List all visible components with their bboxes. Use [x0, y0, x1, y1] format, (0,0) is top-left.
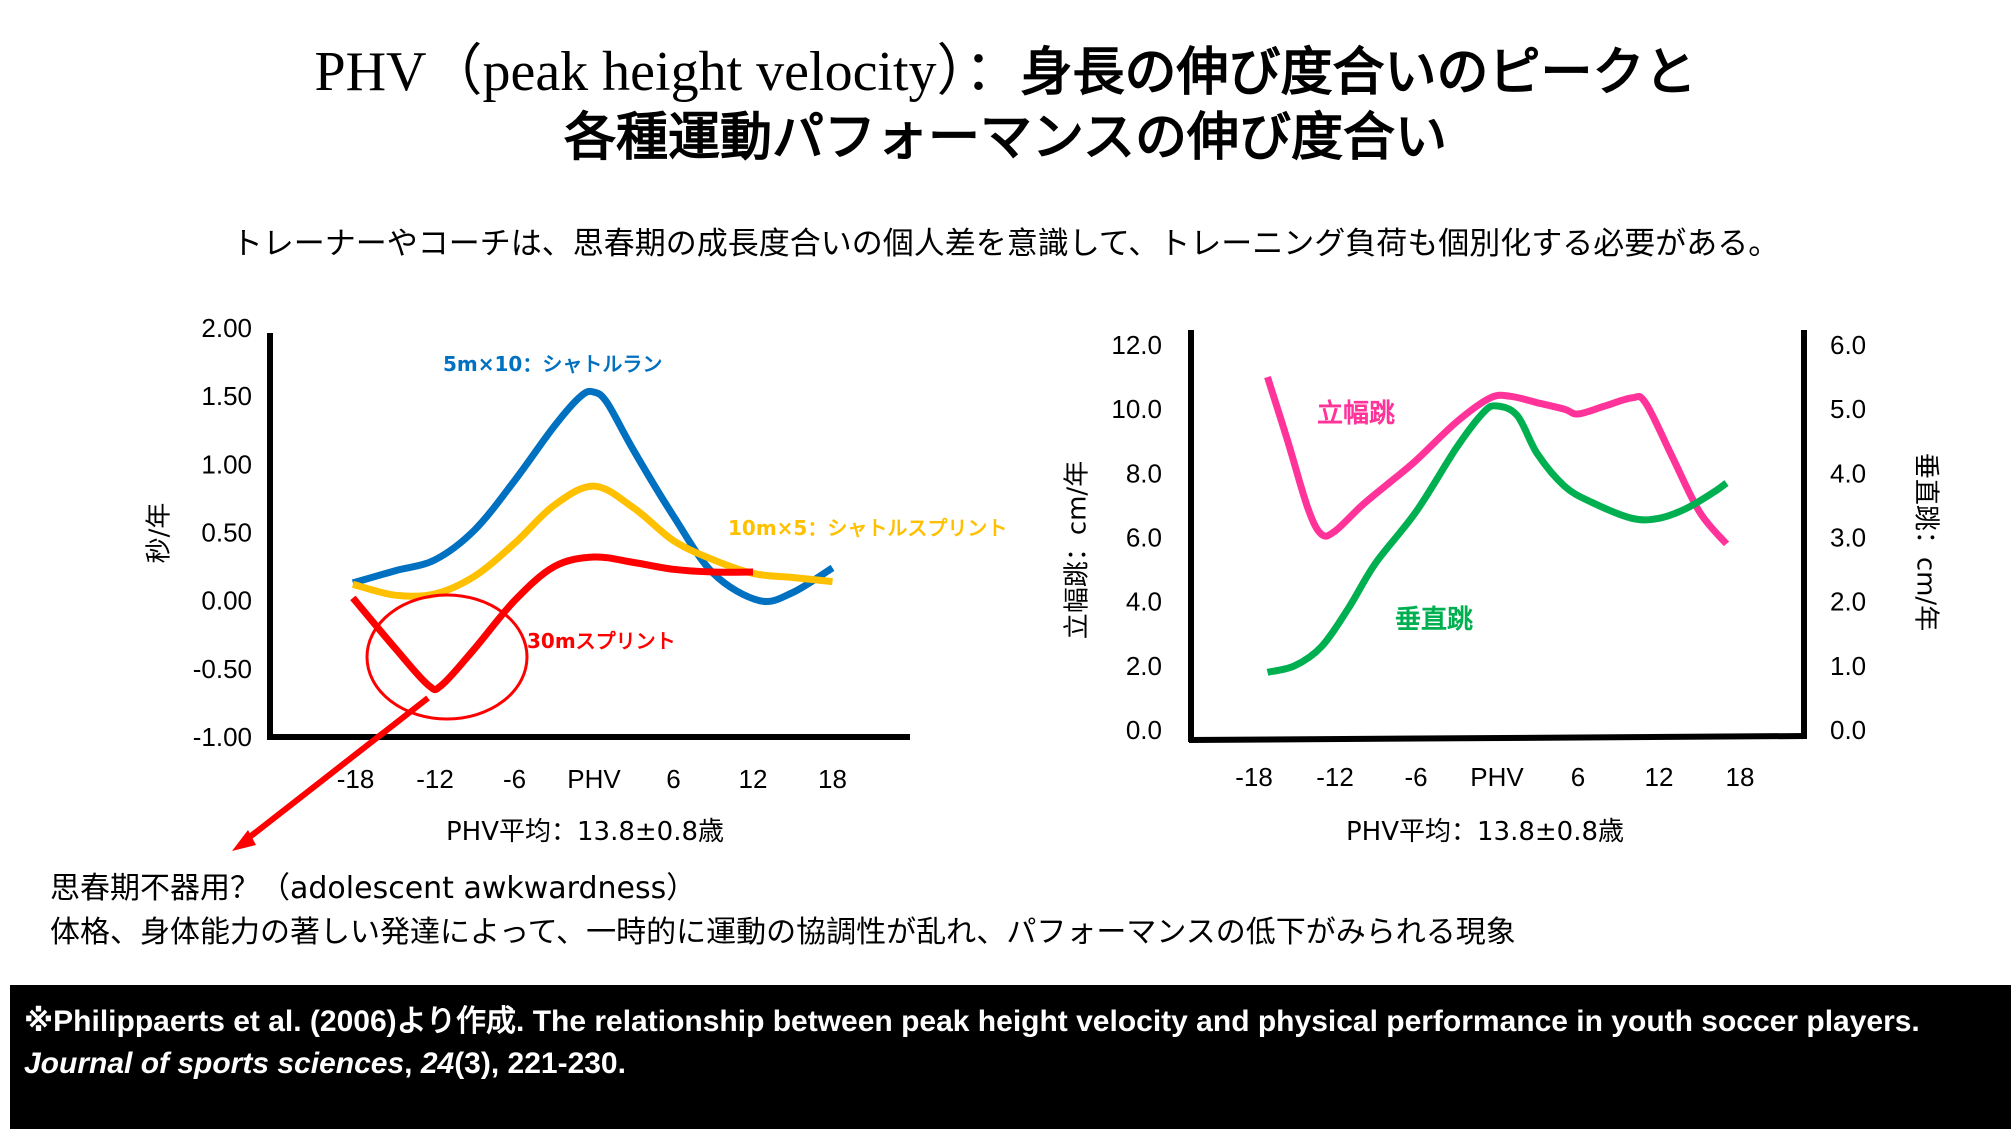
left-y-tick-label: 1.00	[201, 449, 252, 479]
left-series-line-1	[351, 482, 833, 600]
awkwardness-description: 体格、身体能力の著しい発達によって、一時的に運動の協調性が乱れ、パフォーマンスの…	[50, 915, 1516, 950]
citation-text: ※Philippaerts et al. (2006)より作成. The rel…	[24, 1005, 1920, 1038]
page-title-line1: PHV（peak height velocity）：身長の伸び度合いのピークと	[0, 42, 2011, 103]
left-y-tick-label: 0.50	[201, 518, 252, 548]
title-latin: PHV（peak height velocity）：	[314, 41, 1021, 103]
right-left-y-tick-label: 4.0	[1126, 587, 1162, 617]
citation-pages: (3), 221-230.	[454, 1047, 626, 1080]
right-x-tick-label: -18	[1235, 762, 1273, 792]
right-right-y-tick-label: 4.0	[1830, 458, 1866, 488]
right-right-y-tick-label: 3.0	[1830, 523, 1866, 553]
page-title-line2: 各種運動パフォーマンスの伸び度合い	[564, 108, 1447, 168]
right-right-y-tick-label: 6.0	[1830, 330, 1866, 360]
right-series-line-0	[1264, 376, 1730, 547]
right-right-y-tick-label: 2.0	[1830, 587, 1866, 617]
right-left-y-tick-label: 0.0	[1126, 715, 1162, 745]
left-y-axis-label: 秒/年	[145, 503, 175, 564]
awkwardness-heading: 思春期不器用？（adolescent awkwardness）	[50, 871, 697, 906]
right-right-y-tick-label: 5.0	[1830, 394, 1866, 424]
right-left-y-tick-label: 12.0	[1111, 330, 1162, 360]
right-left-y-tick-label: 10.0	[1111, 394, 1162, 424]
right-left-y-tick-label: 8.0	[1126, 458, 1162, 488]
left-x-tick-label: PHV	[567, 764, 621, 794]
left-x-tick-label: -12	[416, 764, 454, 794]
right-x-tick-label: -12	[1316, 762, 1354, 792]
right-left-y-axis-label: 立幅跳：cm/年	[1063, 461, 1093, 639]
subtitle: トレーナーやコーチは、思春期の成長度合いの個人差を意識して、トレーニング負荷も個…	[231, 226, 1780, 262]
series-label-30m-sprint: 30mスプリント	[527, 629, 676, 653]
series-label-standing-long-jump: 立幅跳	[1317, 398, 1395, 429]
right-x-tick-label: 12	[1645, 762, 1674, 792]
series-label-shuttle-run: 5m×10：シャトルラン	[443, 352, 662, 376]
awkwardness-highlight-circle	[365, 593, 529, 721]
left-x-tick-label: -18	[337, 764, 375, 794]
right-x-tick-label: 18	[1726, 762, 1755, 792]
citation-footer: ※Philippaerts et al. (2006)より作成. The rel…	[10, 985, 2011, 1129]
right-right-y-tick-label: 0.0	[1830, 715, 1866, 745]
right-x-axis-label: PHV平均：13.8±0.8歳	[1346, 817, 1624, 847]
citation-journal: Journal of sports sciences	[24, 1047, 405, 1080]
left-series-line-2	[350, 553, 754, 694]
right-x-tick-label: 6	[1571, 762, 1585, 792]
citation-sep: ,	[404, 1047, 421, 1080]
right-left-y-tick-label: 6.0	[1126, 523, 1162, 553]
right-series-line-1	[1266, 402, 1729, 676]
left-series-line-0	[351, 387, 835, 605]
left-x-tick-label: 6	[666, 764, 680, 794]
citation-volume: 24	[420, 1047, 455, 1080]
right-x-tick-label: -6	[1404, 762, 1427, 792]
arrow-head-icon	[232, 830, 256, 851]
right-right-y-axis-label: 垂直跳：cm/年	[1911, 453, 1941, 631]
series-label-shuttle-sprint: 10m×5：シャトルスプリント	[728, 516, 1007, 540]
left-x-axis-label: PHV平均：13.8±0.8歳	[446, 817, 724, 847]
series-label-vertical-jump: 垂直跳	[1395, 605, 1473, 635]
left-x-tick-label: -6	[503, 764, 526, 794]
left-x-tick-label: 18	[818, 764, 847, 794]
left-y-tick-label: 0.00	[201, 586, 252, 616]
right-chart: 12.0 10.0 8.0 6.0 4.0 2.0 0.0 6.0 5.0 4.0 3.0 2.0 1…	[1063, 330, 1941, 847]
title-jp: 身長の伸び度合いのピークと	[1020, 43, 1697, 103]
left-y-tick-label: -0.50	[193, 654, 252, 684]
right-x-tick-label: PHV	[1470, 762, 1524, 792]
left-y-tick-label: 2.00	[201, 313, 252, 343]
left-y-tick-label: 1.50	[201, 381, 252, 411]
left-y-tick-label: -1.00	[193, 722, 252, 752]
right-left-y-tick-label: 2.0	[1126, 651, 1162, 681]
annotation-arrow	[240, 695, 430, 846]
charts-canvas: 2.00 1.50 1.00 0.50 0.00 -0.50 -1.00 -18 -12 -6 P…	[145, 313, 1941, 851]
left-x-tick-label: 12	[739, 764, 768, 794]
left-chart: 2.00 1.50 1.00 0.50 0.00 -0.50 -1.00 -18 -12 -6 P…	[145, 313, 1007, 851]
right-right-y-tick-label: 1.0	[1830, 651, 1866, 681]
right-chart-x-axis	[1188, 733, 1808, 743]
